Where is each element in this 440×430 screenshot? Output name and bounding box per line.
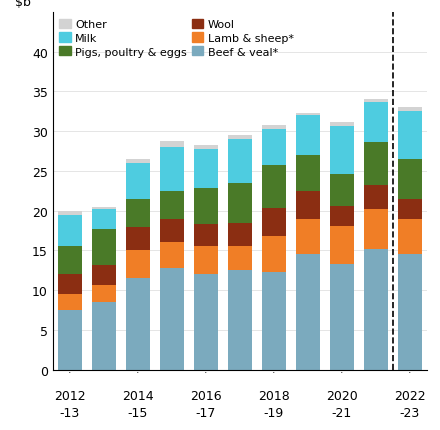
Bar — [160, 219, 184, 243]
Bar — [126, 251, 150, 279]
Bar — [296, 116, 320, 156]
Bar — [228, 184, 252, 223]
Text: 2018: 2018 — [258, 389, 290, 402]
Bar — [398, 255, 422, 370]
Bar — [262, 272, 286, 370]
Bar — [398, 219, 422, 255]
Text: 2022: 2022 — [394, 389, 425, 402]
Bar — [92, 265, 116, 285]
Bar — [398, 199, 422, 219]
Bar — [126, 199, 150, 227]
Text: -15: -15 — [128, 406, 148, 419]
Bar — [92, 207, 116, 209]
Bar — [160, 268, 184, 370]
Bar — [296, 114, 320, 116]
Bar — [262, 237, 286, 272]
Bar — [228, 223, 252, 247]
Bar — [194, 189, 218, 224]
Bar — [194, 149, 218, 189]
Bar — [364, 249, 388, 370]
Bar — [160, 148, 184, 191]
Bar — [160, 141, 184, 148]
Bar — [126, 227, 150, 251]
Bar — [330, 127, 354, 175]
Bar — [194, 275, 218, 370]
Bar — [228, 136, 252, 140]
Bar — [262, 126, 286, 129]
Text: 2012: 2012 — [54, 389, 86, 402]
Bar — [364, 186, 388, 209]
Bar — [330, 264, 354, 370]
Bar — [92, 285, 116, 302]
Bar — [262, 209, 286, 236]
Bar — [58, 211, 82, 215]
Bar — [262, 129, 286, 165]
Bar — [330, 206, 354, 226]
Text: -21: -21 — [332, 406, 352, 419]
Bar — [228, 270, 252, 370]
Bar — [262, 165, 286, 209]
Bar — [228, 140, 252, 184]
Bar — [194, 145, 218, 149]
Bar — [92, 302, 116, 370]
Bar — [194, 224, 218, 247]
Bar — [58, 310, 82, 370]
Bar — [364, 102, 388, 142]
Text: -23: -23 — [400, 406, 420, 419]
Text: 2016: 2016 — [190, 389, 222, 402]
Bar — [364, 209, 388, 249]
Bar — [364, 142, 388, 186]
Bar — [58, 247, 82, 275]
Bar — [126, 160, 150, 163]
Bar — [330, 123, 354, 127]
Bar — [398, 112, 422, 160]
Bar — [194, 247, 218, 275]
Bar — [126, 163, 150, 199]
Bar — [296, 156, 320, 191]
Bar — [58, 215, 82, 247]
Bar — [330, 226, 354, 264]
Bar — [58, 275, 82, 295]
Text: 2020: 2020 — [326, 389, 358, 402]
Bar — [92, 209, 116, 230]
Bar — [296, 219, 320, 255]
Text: -17: -17 — [196, 406, 216, 419]
Bar — [364, 100, 388, 102]
Text: 2014: 2014 — [122, 389, 154, 402]
Bar — [398, 108, 422, 112]
Bar — [398, 160, 422, 199]
Bar — [160, 243, 184, 268]
Text: -19: -19 — [264, 406, 284, 419]
Bar — [296, 255, 320, 370]
Bar — [296, 191, 320, 219]
Bar — [160, 191, 184, 219]
Bar — [58, 295, 82, 310]
Bar — [126, 279, 150, 370]
Y-axis label: $b: $b — [15, 0, 31, 9]
Bar — [92, 230, 116, 265]
Bar — [228, 247, 252, 270]
Text: -13: -13 — [60, 406, 80, 419]
Bar — [330, 175, 354, 206]
Legend: Other, Milk, Pigs, poultry & eggs, Wool, Lamb & sheep*, Beef & veal*: Other, Milk, Pigs, poultry & eggs, Wool,… — [59, 18, 295, 58]
